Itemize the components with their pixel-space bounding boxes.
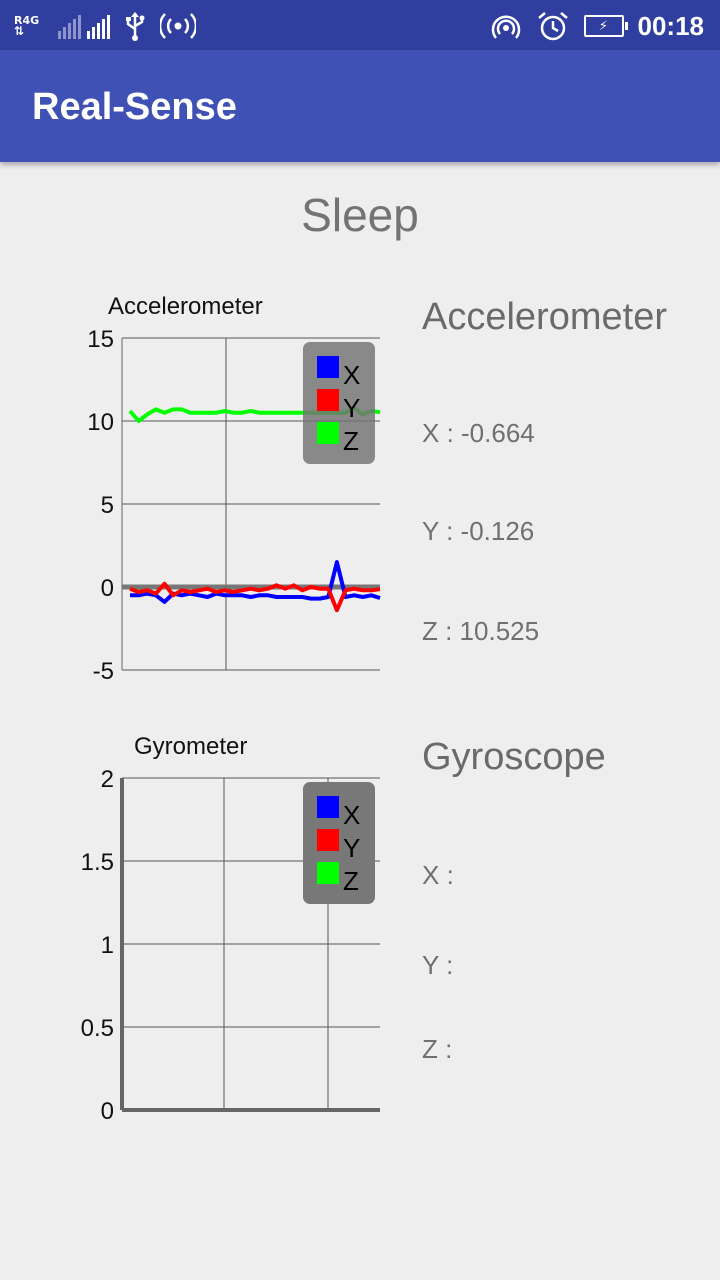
gyroscope-y-value: Y : bbox=[422, 950, 454, 980]
usb-icon bbox=[126, 12, 145, 41]
gyrometer-chart-title: Gyrometer bbox=[134, 733, 248, 760]
accelerometer-y-tick-label: -5 bbox=[93, 658, 114, 685]
accelerometer-chart-title: Accelerometer bbox=[108, 293, 263, 320]
wifi-hotspot-icon bbox=[491, 15, 520, 39]
accelerometer-legend-label-z: Z bbox=[343, 426, 359, 456]
gyroscope-heading: Gyroscope bbox=[422, 736, 606, 778]
signal-bars-icon bbox=[87, 13, 110, 39]
gyrometer-chart: 2 1.5 1 0.5 0 XYZ bbox=[81, 766, 380, 1125]
activity-mode-label: Sleep bbox=[301, 189, 419, 241]
accelerometer-legend: XYZ bbox=[303, 342, 375, 464]
clock: 00:18 bbox=[637, 10, 705, 41]
status-bar: R4G ⇅ bbox=[0, 0, 720, 50]
network-type-label: R4G bbox=[14, 14, 40, 27]
accelerometer-legend-label-y: Y bbox=[343, 393, 360, 423]
gyrometer-y-tick-label: 1 bbox=[101, 932, 114, 959]
gyroscope-x-value: X : bbox=[422, 860, 454, 890]
accelerometer-z-value: Z : 10.525 bbox=[422, 616, 540, 646]
accelerometer-y-value: Y : -0.126 bbox=[422, 516, 535, 546]
gyroscope-z-value: Z : bbox=[422, 1034, 453, 1064]
gyrometer-legend-label-y: Y bbox=[343, 833, 360, 863]
accelerometer-y-tick-label: 0 bbox=[101, 575, 114, 602]
gyrometer-y-tick-label: 0 bbox=[101, 1098, 114, 1125]
gyrometer-y-tick-label: 1.5 bbox=[81, 849, 114, 876]
accelerometer-y-tick-label: 5 bbox=[101, 492, 114, 519]
accelerometer-legend-swatch-y bbox=[317, 389, 339, 411]
gyrometer-legend-swatch-z bbox=[317, 862, 339, 884]
gyrometer-y-tick-label: 0.5 bbox=[81, 1015, 114, 1042]
alarm-icon bbox=[537, 12, 568, 41]
signal-bars-icon bbox=[58, 13, 81, 39]
gyrometer-legend: XYZ bbox=[303, 782, 375, 904]
data-arrows-icon: ⇅ bbox=[14, 24, 24, 38]
accelerometer-series-y-line bbox=[129, 581, 381, 613]
accelerometer-heading: Accelerometer bbox=[422, 296, 667, 338]
accelerometer-y-tick-label: 10 bbox=[87, 409, 114, 436]
battery-charging-icon: ⚡ bbox=[583, 15, 628, 37]
gyrometer-legend-label-x: X bbox=[343, 800, 360, 830]
app-title: Real-Sense bbox=[32, 86, 237, 128]
hotspot-icon bbox=[160, 13, 196, 39]
gyrometer-legend-swatch-y bbox=[317, 829, 339, 851]
accelerometer-legend-label-x: X bbox=[343, 360, 360, 390]
accelerometer-legend-swatch-z bbox=[317, 422, 339, 444]
gyrometer-legend-swatch-x bbox=[317, 796, 339, 818]
accelerometer-legend-swatch-x bbox=[317, 356, 339, 378]
app-bar: Real-Sense bbox=[0, 50, 720, 162]
gyrometer-y-tick-label: 2 bbox=[101, 766, 114, 793]
accelerometer-x-value: X : -0.664 bbox=[422, 418, 535, 448]
network-type-indicator: R4G ⇅ bbox=[14, 15, 44, 37]
accelerometer-y-tick-label: 15 bbox=[87, 326, 114, 353]
gyrometer-legend-label-z: Z bbox=[343, 866, 359, 896]
accelerometer-chart: 15 10 5 0 -5 XYZ bbox=[87, 326, 381, 685]
